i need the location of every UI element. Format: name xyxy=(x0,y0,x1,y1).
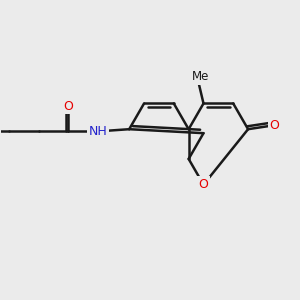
Text: O: O xyxy=(199,178,208,191)
Text: O: O xyxy=(63,100,73,112)
Text: Me: Me xyxy=(192,70,209,83)
Text: NH: NH xyxy=(89,125,107,138)
Text: O: O xyxy=(270,119,280,132)
